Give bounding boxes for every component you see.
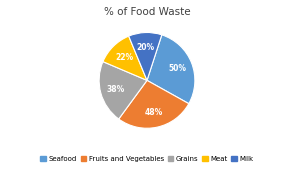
Text: 38%: 38% <box>106 84 125 94</box>
Wedge shape <box>129 32 162 80</box>
Wedge shape <box>99 62 147 119</box>
Wedge shape <box>147 35 195 104</box>
Text: 50%: 50% <box>168 64 186 73</box>
Title: % of Food Waste: % of Food Waste <box>104 7 190 17</box>
Text: 22%: 22% <box>115 53 133 62</box>
Wedge shape <box>103 36 147 80</box>
Wedge shape <box>119 80 189 128</box>
Text: 20%: 20% <box>137 43 155 52</box>
Text: 48%: 48% <box>145 108 163 117</box>
Legend: Seafood, Fruits and Vegetables, Grains, Meat, Milk: Seafood, Fruits and Vegetables, Grains, … <box>39 154 255 163</box>
